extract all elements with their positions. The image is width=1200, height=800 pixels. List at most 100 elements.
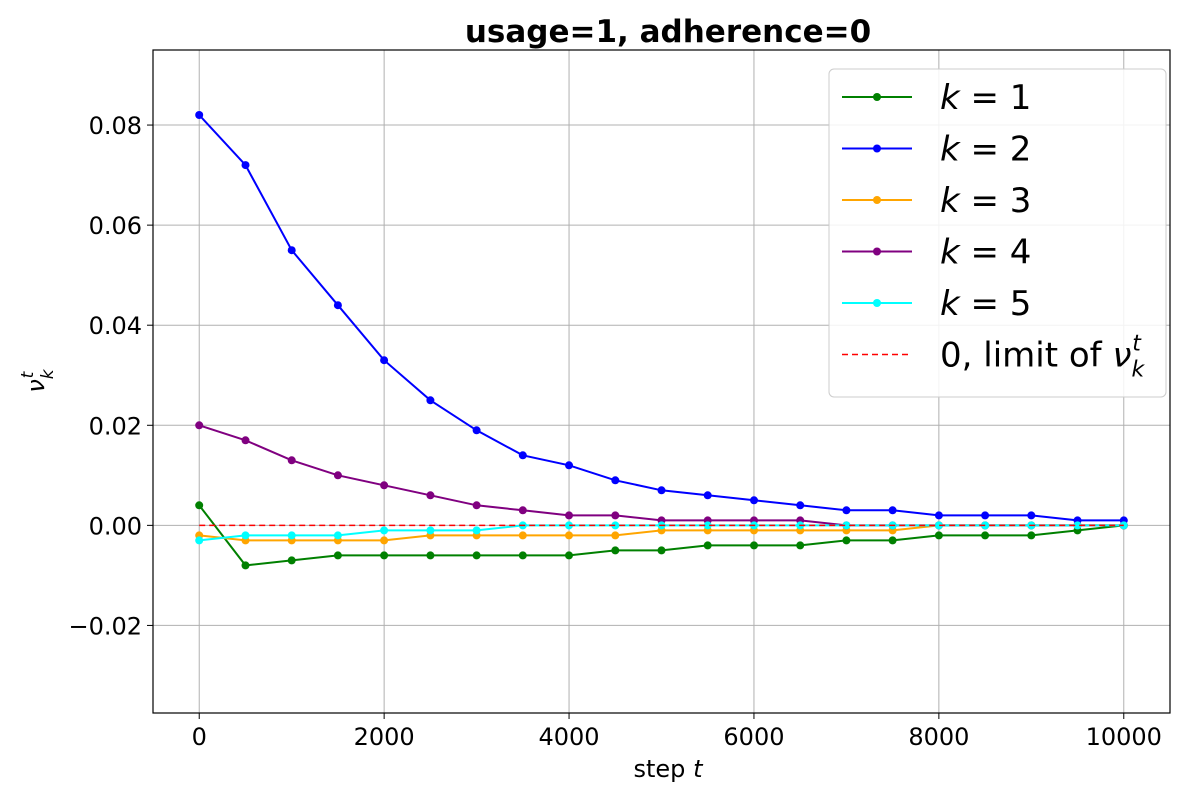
data-point: [380, 526, 389, 535]
data-point: [472, 551, 481, 560]
data-point: [518, 551, 527, 560]
data-point: [287, 556, 296, 565]
data-point: [518, 451, 527, 460]
data-point: [195, 421, 204, 430]
data-point: [518, 531, 527, 540]
data-point: [934, 511, 943, 520]
data-point: [380, 481, 389, 490]
y-tick-label: 0.02: [89, 412, 142, 440]
data-point: [287, 246, 296, 255]
data-point: [472, 501, 481, 510]
data-point: [380, 536, 389, 545]
data-point: [195, 111, 204, 119]
data-point: [241, 561, 250, 570]
legend-swatch-marker: [873, 247, 881, 256]
legend-item: k = 1: [842, 78, 1031, 118]
legend-label: k = 5: [940, 284, 1031, 324]
data-point: [1027, 511, 1036, 520]
data-point: [333, 551, 342, 560]
data-point: [842, 521, 851, 530]
x-tick-label: 0: [192, 723, 207, 751]
y-tick-label: 0.06: [89, 212, 142, 240]
data-point: [565, 521, 573, 530]
data-point: [426, 526, 435, 535]
data-point: [1073, 521, 1082, 530]
data-point: [981, 531, 990, 540]
data-point: [1027, 531, 1036, 540]
legend-swatch-marker: [873, 93, 881, 101]
data-point: [703, 521, 712, 530]
legend-item: k = 5: [842, 284, 1031, 324]
legend-swatch-marker: [873, 196, 881, 204]
axes: 0 2000 4000 6000 8000 10000 −0.02 0.00 0.02 0.04 0…: [68, 112, 1161, 751]
data-point: [195, 501, 204, 510]
data-point: [750, 496, 758, 505]
data-point: [703, 491, 712, 500]
data-point: [750, 541, 758, 550]
data-point: [380, 551, 389, 560]
data-point: [287, 531, 296, 540]
data-point: [934, 521, 943, 530]
legend-box: [828, 68, 1167, 398]
data-point: [611, 521, 620, 530]
data-point: [426, 491, 435, 500]
y-tick-label: 0.08: [89, 112, 142, 140]
series-group: [195, 111, 1128, 570]
data-point: [981, 511, 990, 520]
plot-frame: [152, 49, 1171, 714]
data-point: [611, 546, 620, 555]
data-point: [565, 511, 573, 520]
data-point: [380, 356, 389, 365]
legend-item: k = 4: [842, 233, 1031, 273]
y-tick-label: −0.02: [68, 612, 142, 640]
legend-item: k = 3: [842, 181, 1031, 221]
data-point: [472, 426, 481, 435]
data-point: [703, 541, 712, 550]
data-point: [333, 531, 342, 540]
x-tick-label: 6000: [723, 723, 784, 751]
legend-swatch-marker: [873, 144, 881, 153]
legend-label: 0, limit of νkt: [940, 332, 1145, 383]
data-point: [333, 301, 342, 310]
y-tick-label: 0.00: [89, 512, 142, 540]
data-point: [657, 546, 666, 555]
data-point: [888, 506, 897, 515]
x-tick-label: 8000: [908, 723, 969, 751]
data-point: [287, 456, 296, 465]
data-point: [565, 531, 573, 540]
data-point: [934, 531, 943, 540]
data-point: [426, 396, 435, 405]
legend: k = 1 k = 2 k = 3 k = 4 k = 5 0, limit of νkt: [828, 68, 1167, 398]
data-point: [611, 476, 620, 485]
chart-title: usage=1, adherence=0: [465, 14, 871, 50]
x-axis-title-text: step: [634, 755, 686, 783]
legend-swatch-marker: [873, 299, 881, 307]
x-axis-title: step t: [634, 755, 705, 783]
data-point: [565, 461, 573, 470]
data-point: [333, 471, 342, 480]
data-point: [611, 511, 620, 520]
x-tick-label: 4000: [539, 723, 600, 751]
legend-label: k = 4: [940, 233, 1031, 273]
data-point: [888, 536, 897, 545]
data-point: [426, 551, 435, 560]
data-point: [241, 436, 250, 445]
data-point: [842, 536, 851, 545]
y-tick-label: 0.04: [89, 312, 142, 340]
data-point: [195, 536, 204, 545]
legend-item: k = 2: [842, 130, 1031, 170]
data-point: [565, 551, 573, 560]
legend-label: k = 2: [940, 130, 1031, 170]
legend-item: 0, limit of νkt: [842, 332, 1145, 383]
data-point: [472, 526, 481, 535]
data-point: [241, 161, 250, 170]
legend-label: k = 3: [940, 181, 1031, 221]
data-point: [796, 541, 805, 550]
data-point: [241, 531, 250, 540]
series-2: [195, 111, 1128, 525]
x-tick-label: 10000: [1086, 723, 1162, 751]
x-tick-label: 2000: [354, 723, 415, 751]
legend-label: k = 1: [940, 78, 1031, 118]
data-point: [657, 486, 666, 495]
